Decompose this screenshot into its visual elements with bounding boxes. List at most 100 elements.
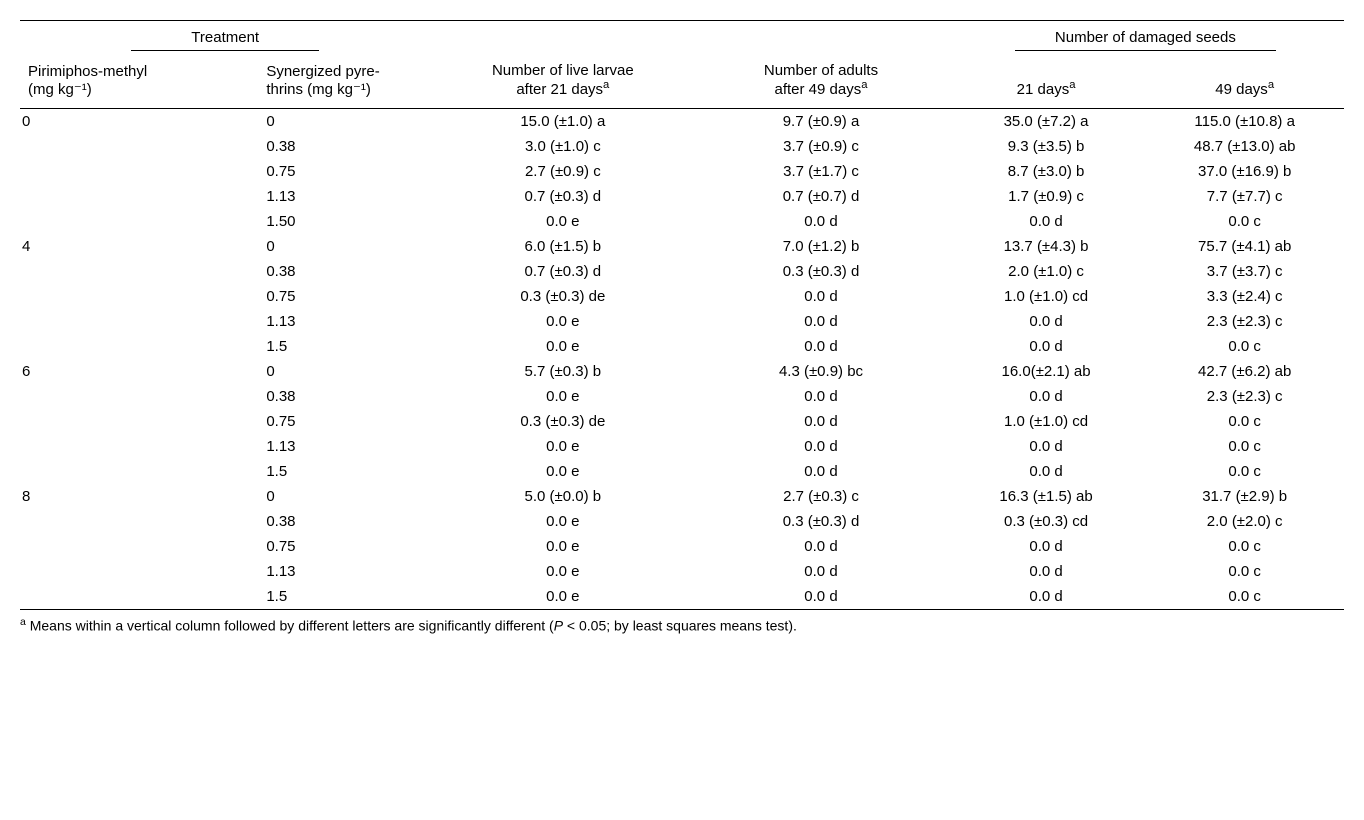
header-adults-line1: Number of adults: [764, 62, 878, 79]
table-cell: 0.0 d: [695, 459, 947, 484]
footnote-p: P: [554, 618, 563, 634]
table-row: 0.380.0 e0.0 d0.0 d2.3 (±2.3) c: [20, 384, 1344, 409]
table-cell: 0.7 (±0.3) d: [430, 184, 695, 209]
table-cell: 0.0 c: [1145, 534, 1344, 559]
table-cell: 1.0 (±1.0) cd: [947, 284, 1146, 309]
table-cell: [20, 584, 258, 610]
table-row: 0015.0 (±1.0) a9.7 (±0.9) a35.0 (±7.2) a…: [20, 109, 1344, 135]
table-cell: 0: [258, 484, 430, 509]
table-cell: 9.3 (±3.5) b: [947, 134, 1146, 159]
table-cell: 0.0 d: [695, 284, 947, 309]
table-cell: 0.38: [258, 134, 430, 159]
table-cell: 0.0 d: [695, 559, 947, 584]
table-cell: 42.7 (±6.2) ab: [1145, 359, 1344, 384]
table-cell: 0.3 (±0.3) de: [430, 284, 695, 309]
table-row: 0.750.0 e0.0 d0.0 d0.0 c: [20, 534, 1344, 559]
table-cell: 0.0 e: [430, 334, 695, 359]
table-cell: 0.0 d: [947, 209, 1146, 234]
table-cell: 1.7 (±0.9) c: [947, 184, 1146, 209]
table-row: 1.50.0 e0.0 d0.0 d0.0 c: [20, 459, 1344, 484]
table-cell: 2.0 (±1.0) c: [947, 259, 1146, 284]
table-cell: 1.5: [258, 584, 430, 610]
table-cell: 5.0 (±0.0) b: [430, 484, 695, 509]
header-pm: Pirimiphos-methyl (mg kg⁻¹): [20, 59, 258, 109]
table-cell: 6.0 (±1.5) b: [430, 234, 695, 259]
data-table: Treatment Number of damaged seeds Pirimi…: [20, 20, 1344, 610]
table-cell: 0.0 d: [947, 534, 1146, 559]
header-d21: 21 daysa: [947, 59, 1146, 109]
table-cell: [20, 284, 258, 309]
table-cell: 16.3 (±1.5) ab: [947, 484, 1146, 509]
header-pm-line1: Pirimiphos-methyl: [28, 63, 147, 80]
table-cell: 0.0 c: [1145, 334, 1344, 359]
table-cell: 3.7 (±1.7) c: [695, 159, 947, 184]
table-cell: 0.0 d: [695, 384, 947, 409]
table-row: 0.380.7 (±0.3) d0.3 (±0.3) d2.0 (±1.0) c…: [20, 259, 1344, 284]
table-row: 1.50.0 e0.0 d0.0 d0.0 c: [20, 334, 1344, 359]
table-cell: 2.3 (±2.3) c: [1145, 309, 1344, 334]
table-cell: 37.0 (±16.9) b: [1145, 159, 1344, 184]
table-cell: 0.0 d: [947, 559, 1146, 584]
table-cell: 0.0 d: [947, 334, 1146, 359]
table-cell: [20, 159, 258, 184]
table-cell: 8.7 (±3.0) b: [947, 159, 1146, 184]
table-cell: 0.0 c: [1145, 559, 1344, 584]
table-cell: 0.3 (±0.3) de: [430, 409, 695, 434]
table-cell: 0.3 (±0.3) d: [695, 509, 947, 534]
header-damaged-group: Number of damaged seeds: [947, 21, 1344, 60]
table-cell: 0.3 (±0.3) cd: [947, 509, 1146, 534]
table-row: 1.130.0 e0.0 d0.0 d0.0 c: [20, 559, 1344, 584]
table-cell: 3.7 (±3.7) c: [1145, 259, 1344, 284]
table-cell: 0.75: [258, 409, 430, 434]
table-cell: 0.38: [258, 509, 430, 534]
table-cell: 15.0 (±1.0) a: [430, 109, 695, 135]
table-cell: 115.0 (±10.8) a: [1145, 109, 1344, 135]
table-row: 1.130.0 e0.0 d0.0 d2.3 (±2.3) c: [20, 309, 1344, 334]
header-adults-line2: after 49 days: [775, 81, 862, 98]
table-cell: 0.7 (±0.3) d: [430, 259, 695, 284]
table-cell: 0.0 c: [1145, 584, 1344, 610]
table-cell: 3.0 (±1.0) c: [430, 134, 695, 159]
table-cell: 13.7 (±4.3) b: [947, 234, 1146, 259]
table-cell: 0.0 e: [430, 584, 695, 610]
footnote-rest: < 0.05; by least squares means test).: [563, 618, 797, 634]
table-cell: 0.0 e: [430, 434, 695, 459]
table-cell: 0.0 d: [695, 209, 947, 234]
header-d21-label: 21 days: [1017, 81, 1070, 98]
table-cell: 4: [20, 234, 258, 259]
table-cell: 0.0 e: [430, 384, 695, 409]
table-cell: 0.0 d: [695, 334, 947, 359]
table-cell: 2.7 (±0.3) c: [695, 484, 947, 509]
table-cell: [20, 559, 258, 584]
table-cell: 0.38: [258, 384, 430, 409]
table-cell: 0.0 d: [947, 384, 1146, 409]
table-cell: 4.3 (±0.9) bc: [695, 359, 947, 384]
header-larvae-line2: after 21 days: [516, 81, 603, 98]
table-row: 805.0 (±0.0) b2.7 (±0.3) c16.3 (±1.5) ab…: [20, 484, 1344, 509]
table-cell: 0.75: [258, 159, 430, 184]
header-sup: a: [861, 79, 867, 91]
header-spacer: [430, 21, 695, 60]
table-cell: 1.50: [258, 209, 430, 234]
table-cell: 2.3 (±2.3) c: [1145, 384, 1344, 409]
table-cell: 1.13: [258, 184, 430, 209]
footnote-text: Means within a vertical column followed …: [26, 618, 554, 634]
table-cell: 0.0 e: [430, 534, 695, 559]
table-cell: 0.0 d: [695, 409, 947, 434]
header-sup: a: [1268, 79, 1274, 91]
header-d49-label: 49 days: [1215, 81, 1268, 98]
table-row: 0.750.3 (±0.3) de0.0 d1.0 (±1.0) cd3.3 (…: [20, 284, 1344, 309]
header-sup: a: [603, 79, 609, 91]
table-cell: 0.0 d: [947, 309, 1146, 334]
table-cell: 3.7 (±0.9) c: [695, 134, 947, 159]
table-cell: [20, 134, 258, 159]
table-cell: [20, 334, 258, 359]
table-cell: [20, 309, 258, 334]
table-cell: 6: [20, 359, 258, 384]
table-cell: 0.75: [258, 534, 430, 559]
table-cell: [20, 184, 258, 209]
table-cell: 35.0 (±7.2) a: [947, 109, 1146, 135]
table-cell: 0: [258, 359, 430, 384]
table-cell: 0.0 d: [947, 459, 1146, 484]
table-cell: 0.0 e: [430, 559, 695, 584]
